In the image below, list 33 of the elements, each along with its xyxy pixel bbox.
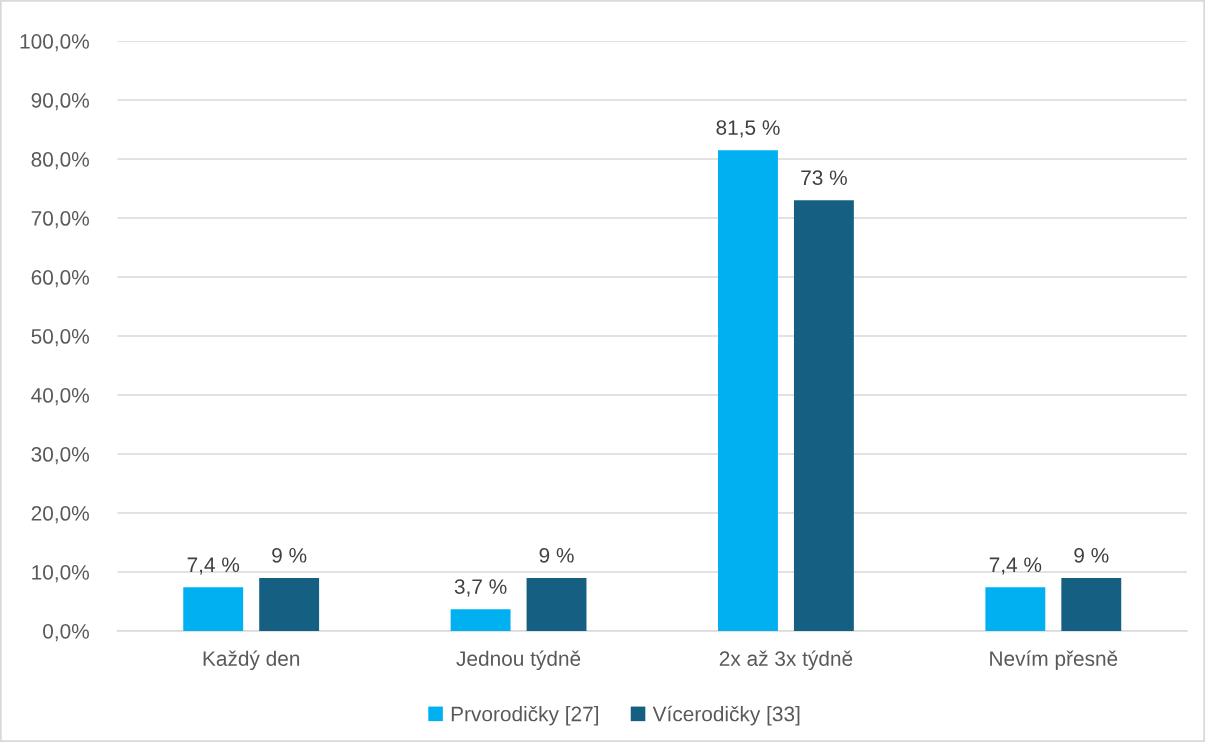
data-label: 73 % [801,170,847,186]
data-label: 81,5 % [716,120,780,138]
bar [450,609,511,631]
y-tick-label: 40,0% [31,388,89,406]
x-tick-label: 2x až 3x týdně [719,650,853,671]
bar [183,587,244,631]
bar [793,200,854,631]
y-tick-label: 10,0% [32,565,89,583]
bar [526,577,587,631]
y-tick-label: 70,0% [31,211,89,229]
y-tick-label: 50,0% [31,329,89,347]
data-label: 7,4 % [187,557,240,575]
data-label: 3,7 % [454,579,507,597]
x-tick-label: Každý den [203,650,300,671]
legend-label: Prvorodičky [27] [451,705,599,726]
y-tick-label: 100,0% [20,34,89,52]
y-tick-label: 20,0% [31,506,89,524]
legend-label: Vícerodičky [33] [652,705,800,726]
y-tick-label: 80,0% [31,152,89,170]
x-tick-label: Nevím přesně [990,650,1118,671]
data-label: 9 % [272,547,307,563]
bar [718,150,778,631]
y-tick-label: 30,0% [31,447,89,465]
data-label: 7,4 % [989,557,1042,575]
x-tick-label: Jednou týdně [456,650,581,671]
y-tick-label: 60,0% [31,270,89,288]
bar [259,577,320,631]
data-label: 9 % [1074,547,1109,563]
bar [985,587,1046,631]
y-tick-label: 0,0% [43,624,89,642]
y-tick-label: 90,0% [31,93,89,111]
bar [1061,577,1122,631]
data-label: 9 % [539,547,574,563]
